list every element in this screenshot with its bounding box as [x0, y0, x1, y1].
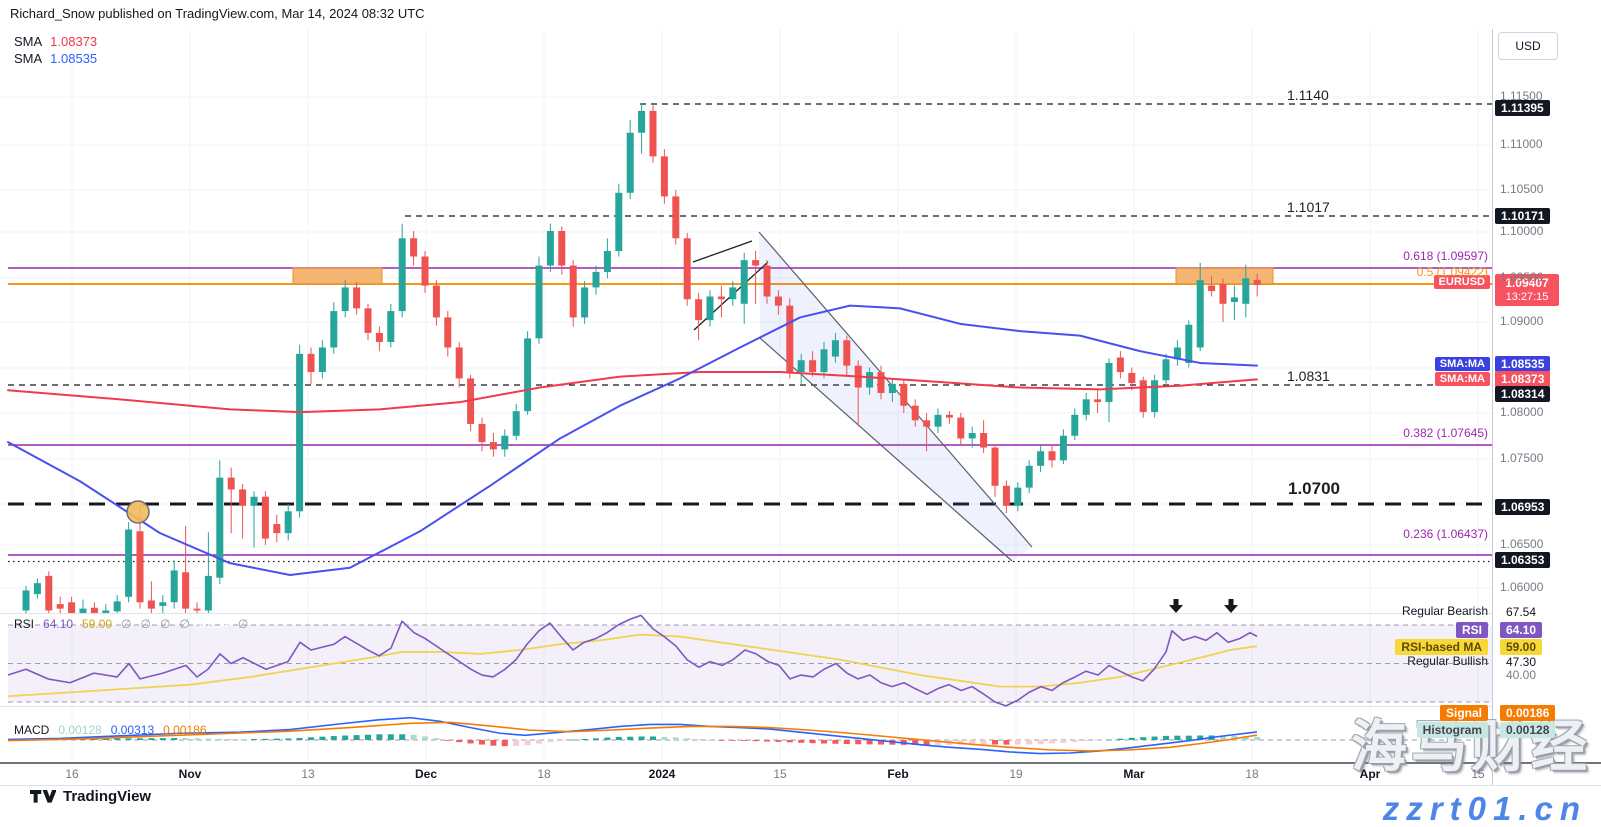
price-axis-label: 1.06000 — [1500, 580, 1544, 594]
indicator-axis-tag: SMA:MA — [1434, 372, 1490, 386]
indicator-row-value: 59.00 — [1500, 639, 1543, 655]
watermark-url: zzrt01.cn — [1382, 790, 1587, 827]
indicator-header-value: 64.10 — [43, 617, 74, 631]
time-axis-label: 13 — [301, 767, 315, 781]
sma1-label: SMA — [14, 34, 43, 49]
last-price: 1.09407 — [1505, 276, 1549, 290]
bearish-divergence-arrow-icon — [1169, 599, 1183, 613]
sma2-value: 1.08535 — [50, 51, 98, 66]
time-axis-label: 2024 — [648, 767, 676, 781]
rsi-title: RSI — [14, 617, 35, 631]
price-level-label: 1.0831 — [1287, 368, 1330, 384]
sma1-value: 1.08373 — [50, 34, 98, 49]
price-axis-label: 1.09500 — [1500, 270, 1544, 284]
sma2-label: SMA — [14, 51, 43, 66]
price-axis-value-badge: 1.06353 — [1495, 552, 1551, 568]
indicator-row-label: Histogram — [1416, 722, 1488, 738]
time-axis-label: 18 — [537, 767, 551, 781]
time-axis-label: 16 — [65, 767, 79, 781]
indicator-header-value: ∅ — [237, 617, 249, 631]
tradingview-brand-text: TradingView — [63, 788, 152, 805]
currency-toggle-button[interactable]: USD — [1498, 32, 1558, 60]
price-axis-value-badge: 1.06953 — [1495, 499, 1551, 515]
price-axis-label: 1.09000 — [1500, 314, 1544, 328]
publish-title: Richard_Snow published on TradingView.co… — [10, 6, 425, 21]
indicator-row-label: Regular Bullish — [1407, 654, 1488, 668]
price-axis-label: 1.06500 — [1500, 537, 1544, 551]
fib-level-label: 0.236 (1.06437) — [1403, 527, 1488, 541]
indicator-axis-tag: SMA:MA — [1434, 357, 1490, 371]
footer-bar: TradingView — [0, 786, 1601, 827]
fib-level-label: 0.382 (1.07645) — [1403, 426, 1488, 440]
indicator-row-label: Regular Bearish — [1401, 604, 1488, 618]
price-axis-label: 1.08000 — [1500, 405, 1544, 419]
bearish-divergence-arrow-icon — [1224, 599, 1238, 613]
indicator-row-value: 40.00 — [1506, 668, 1537, 682]
time-axis-label: Dec — [414, 767, 437, 781]
indicator-row-label: Signal — [1439, 705, 1488, 721]
indicator-row-value: 47.30 — [1506, 655, 1537, 669]
indicator-header-value: ∅ — [121, 617, 132, 631]
indicator-header-value: ∅ — [179, 617, 190, 631]
price-level-label: 1.1140 — [1287, 87, 1329, 103]
indicator-row-value: 0.00186 — [1500, 705, 1556, 721]
indicator-header-value: 67.54 — [198, 617, 229, 631]
sma-legend-row-2[interactable]: SMA 1.08535 — [14, 51, 97, 66]
last-price-badge: 1.09407 13:27:15 — [1495, 274, 1559, 306]
indicator-row-value: 0.00128 — [1500, 722, 1556, 738]
price-level-label: 1.1017 — [1287, 199, 1330, 215]
price-axis-value-badge: 1.08314 — [1495, 386, 1551, 402]
price-axis-label: 1.11500 — [1500, 89, 1543, 103]
time-axis-label: 15 — [773, 767, 787, 781]
price-axis-value-badge: 1.11395 — [1495, 100, 1550, 116]
time-axis-label: 19 — [1009, 767, 1023, 781]
time-axis-label: Mar — [1123, 767, 1145, 781]
macd-title: MACD — [14, 723, 50, 737]
time-axis-label: Feb — [887, 767, 909, 781]
time-axis-label: 18 — [1245, 767, 1259, 781]
sma-legend-row-1[interactable]: SMA 1.08373 — [14, 34, 97, 49]
indicator-row-label: RSI-based MA — [1395, 639, 1488, 655]
price-axis-label: 1.10000 — [1500, 224, 1544, 238]
fib-level-label: 0.5 (1.09422) — [1416, 265, 1488, 279]
candlestick-series — [7, 103, 1261, 613]
time-axis-label: 15 — [1471, 767, 1485, 781]
indicator-row-value: 64.10 — [1500, 622, 1543, 638]
macd-header[interactable]: MACD 0.00128 0.00313 0.00186 — [14, 723, 225, 737]
tradingview-logo[interactable]: TradingView — [30, 788, 151, 805]
price-axis-label: 1.07500 — [1500, 451, 1544, 465]
time-axis-label: Nov — [178, 767, 202, 781]
price-axis-value-badge: 1.10171 — [1495, 208, 1551, 224]
indicator-header-value: ∅ — [159, 617, 171, 631]
indicator-header-value: 0.00313 — [110, 723, 155, 737]
indicator-row-label: RSI — [1455, 622, 1488, 638]
countdown-timer: 13:27:15 — [1505, 291, 1549, 303]
indicator-row-value: 67.54 — [1506, 605, 1537, 619]
price-axis-label: 1.10500 — [1500, 182, 1544, 196]
price-axis-value-badge: 1.08535 — [1495, 356, 1551, 372]
tradingview-logo-icon — [30, 790, 56, 803]
price-level-label: 1.0700 — [1288, 479, 1340, 498]
indicator-header-value: 59.00 — [82, 617, 113, 631]
indicator-header-value: 0.00128 — [58, 723, 102, 737]
price-axis-label: 1.11000 — [1500, 137, 1543, 151]
fib-level-label: 0.618 (1.09597) — [1403, 249, 1488, 263]
indicator-axis-tag: EURUSD — [1433, 275, 1490, 289]
indicator-header-value: ∅ — [140, 617, 151, 631]
time-axis-label: Apr — [1359, 767, 1381, 781]
price-axis-value-badge: 1.08373 — [1495, 371, 1551, 387]
indicator-header-value: 0.00186 — [163, 723, 207, 737]
rsi-header[interactable]: RSI 64.10 59.00 ∅ ∅ ∅ ∅ 67.54 ∅ — [14, 617, 266, 631]
